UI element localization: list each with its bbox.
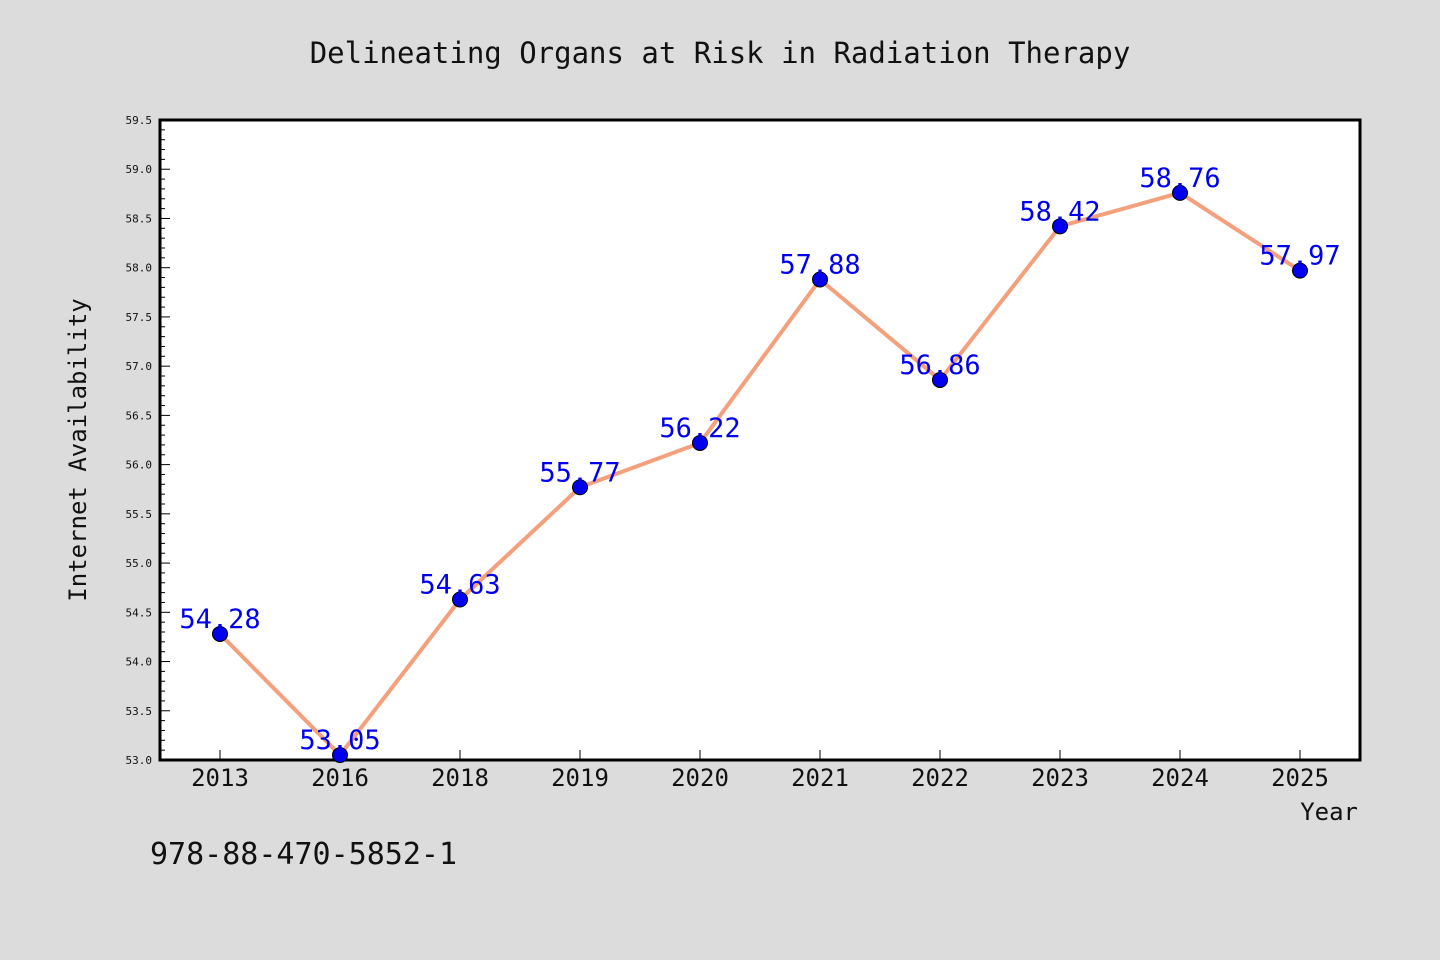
data-label: 53.05 bbox=[299, 725, 380, 756]
y-tick-label: 59.0 bbox=[126, 163, 153, 176]
data-label: 57.97 bbox=[1259, 241, 1340, 272]
x-tick-label: 2025 bbox=[1271, 764, 1329, 792]
y-tick-label: 54.5 bbox=[126, 606, 153, 619]
x-tick-label: 2020 bbox=[671, 764, 729, 792]
y-tick-label: 56.5 bbox=[126, 409, 153, 422]
series-line bbox=[218, 190, 1302, 758]
data-label: 56.86 bbox=[899, 350, 980, 381]
y-axis: 53.0 53.5 54.0 54.5 55.0 55.5 56.0 56.5 57.0 57.5… bbox=[126, 114, 170, 767]
data-point bbox=[572, 479, 588, 496]
data-label: 57.88 bbox=[779, 250, 860, 281]
x-tick-label: 2022 bbox=[911, 764, 969, 792]
x-tick-label: 2013 bbox=[191, 764, 249, 792]
y-tick-label: 58.0 bbox=[126, 262, 153, 275]
x-tick-label: 2019 bbox=[551, 764, 609, 792]
y-tick-label: 55.0 bbox=[126, 557, 153, 570]
data-point bbox=[1292, 262, 1308, 279]
data-point bbox=[332, 747, 348, 764]
x-tick-label: 2023 bbox=[1031, 764, 1089, 792]
x-tick-label: 2024 bbox=[1151, 764, 1209, 792]
y-tick-label: 53.0 bbox=[126, 754, 153, 767]
data-point bbox=[1052, 218, 1068, 235]
y-tick-label: 53.5 bbox=[126, 705, 153, 718]
plot-area bbox=[158, 118, 1362, 762]
footer-id-text: 978-88-470-5852-1 bbox=[150, 837, 457, 872]
x-axis: 2013 2016 2018 2019 2020 2021 2022 2023 2024 2025 bbox=[191, 750, 1329, 792]
y-axis-label: Internet Availability bbox=[64, 298, 92, 601]
data-point bbox=[1172, 184, 1188, 201]
data-label: 56.22 bbox=[659, 413, 740, 444]
data-point bbox=[452, 591, 468, 608]
y-tick-label: 57.0 bbox=[126, 360, 153, 373]
data-label: 58.42 bbox=[1019, 196, 1100, 227]
y-tick-label: 59.5 bbox=[126, 114, 153, 127]
data-label: 55.77 bbox=[539, 457, 620, 488]
y-tick-label: 55.5 bbox=[126, 508, 153, 521]
data-label: 58.76 bbox=[1139, 163, 1220, 194]
y-tick-label: 56.0 bbox=[126, 459, 153, 472]
y-tick-label: 54.0 bbox=[126, 656, 153, 669]
x-axis-label: Year bbox=[1300, 798, 1358, 826]
chart-title: Delineating Organs at Risk in Radiation … bbox=[310, 36, 1131, 70]
data-label: 54.28 bbox=[179, 604, 260, 635]
data-point bbox=[932, 371, 948, 388]
data-label: 54.63 bbox=[419, 570, 500, 601]
data-point bbox=[812, 271, 828, 288]
data-point bbox=[692, 434, 708, 451]
y-tick-label: 58.5 bbox=[126, 212, 153, 225]
x-tick-label: 2021 bbox=[791, 764, 849, 792]
y-tick-label: 57.5 bbox=[126, 311, 153, 324]
series-layer: 54.28 53.05 54.63 55.77 56.22 57.88 56.86 58.42… bbox=[179, 163, 1341, 764]
x-tick-label: 2018 bbox=[431, 764, 489, 792]
data-point bbox=[212, 625, 228, 642]
x-tick-label: 2016 bbox=[311, 764, 369, 792]
